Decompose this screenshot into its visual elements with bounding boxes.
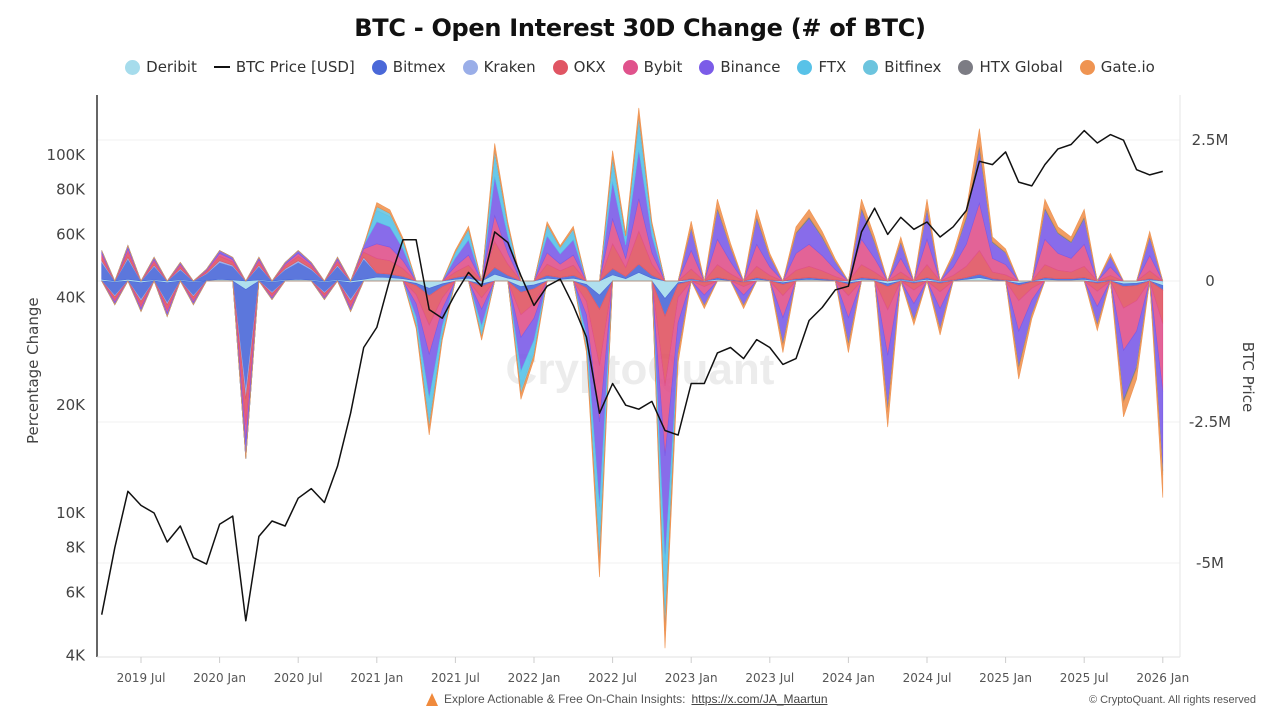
x-tick-label: 2020 Jul	[274, 671, 323, 685]
x-tick-label: 2026 Jan	[1136, 671, 1189, 685]
left-tick-label: 60K	[56, 225, 86, 243]
left-tick-label: 20K	[56, 396, 86, 414]
x-tick-label: 2023 Jul	[745, 671, 794, 685]
legend-dot-icon	[371, 59, 387, 75]
right-tick-label: 0	[1205, 272, 1215, 290]
legend-item-gate-io[interactable]: Gate.io	[1079, 58, 1155, 76]
x-tick-label: 2022 Jul	[588, 671, 637, 685]
legend-dot-icon	[958, 59, 974, 75]
legend-label: HTX Global	[979, 58, 1063, 76]
legend-label: Gate.io	[1100, 58, 1155, 76]
legend-item-htx-global[interactable]: HTX Global	[958, 58, 1063, 76]
left-tick-label: 4K	[66, 646, 87, 664]
legend-item-okx[interactable]: OKX	[552, 58, 606, 76]
legend-label: Binance	[720, 58, 781, 76]
legend-label: BTC Price [USD]	[235, 58, 355, 76]
x-tick-label: 2023 Jan	[665, 671, 718, 685]
x-tick-label: 2019 Jul	[117, 671, 166, 685]
x-tick-label: 2020 Jan	[193, 671, 246, 685]
x-tick-label: 2021 Jul	[431, 671, 480, 685]
legend-dot-icon	[125, 59, 141, 75]
chart-title: BTC - Open Interest 30D Change (# of BTC…	[354, 14, 926, 42]
left-tick-label: 8K	[66, 539, 87, 557]
right-axis-label: BTC Price	[1239, 341, 1257, 413]
legend-item-kraken[interactable]: Kraken	[462, 58, 536, 76]
legend-dot-icon	[797, 59, 813, 75]
btc-price-line	[100, 129, 1163, 622]
x-tick-label: 2025 Jul	[1060, 671, 1109, 685]
left-axis-label: Percentage Change	[24, 297, 42, 444]
legend-item-bitfinex[interactable]: Bitfinex	[863, 58, 941, 76]
legend-item-deribit[interactable]: Deribit	[125, 58, 197, 76]
legend-item-btc-price-usd[interactable]: BTC Price [USD]	[213, 58, 355, 76]
area-ftx	[101, 124, 1164, 614]
legend-dot-icon	[863, 59, 879, 75]
explore-text: Explore Actionable & Free On-Chain Insig…	[444, 692, 686, 706]
legend-dot-icon	[462, 59, 478, 75]
right-tick-label: -5M	[1196, 554, 1224, 572]
legend-line-icon	[213, 66, 230, 68]
x-tick-label: 2024 Jul	[903, 671, 952, 685]
twitter-link[interactable]: https://x.com/JA_Maartun	[691, 692, 828, 706]
legend-item-bybit[interactable]: Bybit	[622, 58, 683, 76]
area-binance	[101, 147, 1164, 561]
x-tick-label: 2025 Jan	[979, 671, 1032, 685]
copyright: © CryptoQuant. All rights reserved	[1088, 694, 1256, 706]
legend-label: Bitfinex	[884, 58, 942, 76]
x-tick-label: 2024 Jan	[822, 671, 875, 685]
legend-dot-icon	[699, 59, 715, 75]
right-tick-label: 2.5M	[1192, 131, 1229, 149]
legend-label: OKX	[573, 58, 606, 76]
legend-item-ftx[interactable]: FTX	[797, 58, 846, 76]
area-bybit	[101, 198, 1164, 456]
x-tick-label: 2021 Jan	[350, 671, 403, 685]
legend-label: FTX	[818, 58, 847, 76]
cryptoquant-logo-icon	[426, 692, 438, 706]
left-tick-label: 80K	[56, 181, 86, 199]
legend-label: Bybit	[643, 58, 683, 76]
legend-item-binance[interactable]: Binance	[699, 58, 780, 76]
legend-dot-icon	[1079, 59, 1095, 75]
legend-label: Kraken	[483, 58, 536, 76]
area-gate-io	[101, 107, 1164, 649]
legend-dot-icon	[622, 59, 638, 75]
right-tick-label: -2.5M	[1189, 413, 1231, 431]
legend-label: Deribit	[146, 58, 197, 76]
left-tick-label: 40K	[56, 288, 86, 306]
legend: Deribit BTC Price [USD] Bitmex Kraken OKX Byb…	[0, 58, 1280, 76]
legend-dot-icon	[552, 59, 568, 75]
legend-item-bitmex[interactable]: Bitmex	[371, 58, 446, 76]
legend-label: Bitmex	[392, 58, 446, 76]
left-tick-label: 6K	[66, 583, 87, 601]
oi-change-areas	[100, 107, 1164, 649]
x-tick-label: 2022 Jan	[508, 671, 561, 685]
left-tick-label: 100K	[47, 146, 87, 164]
left-tick-label: 10K	[56, 504, 86, 522]
